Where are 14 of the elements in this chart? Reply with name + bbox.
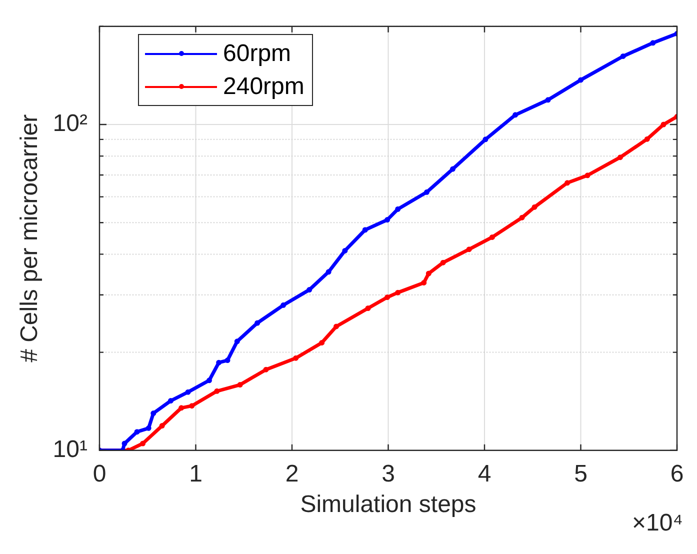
x-tick-label: 0	[92, 460, 106, 488]
legend-label: 240rpm	[223, 72, 304, 100]
legend-label: 60rpm	[223, 40, 292, 68]
x-tick-label: 2	[285, 460, 299, 488]
x-axis-title: Simulation steps	[300, 491, 476, 518]
x-tick-label: 3	[382, 460, 395, 488]
x-tick-label: 6	[670, 460, 684, 488]
y-tick-label: 10²	[52, 110, 88, 138]
text: ×10⁴	[632, 510, 683, 537]
x-tick-label: 5	[574, 460, 588, 488]
x-tick-label: 4	[478, 460, 492, 488]
x-tick-label: 1	[189, 460, 202, 488]
y-tick-label: 10¹	[52, 436, 88, 464]
y-axis-title: # Cells per microcarrier	[16, 114, 44, 362]
